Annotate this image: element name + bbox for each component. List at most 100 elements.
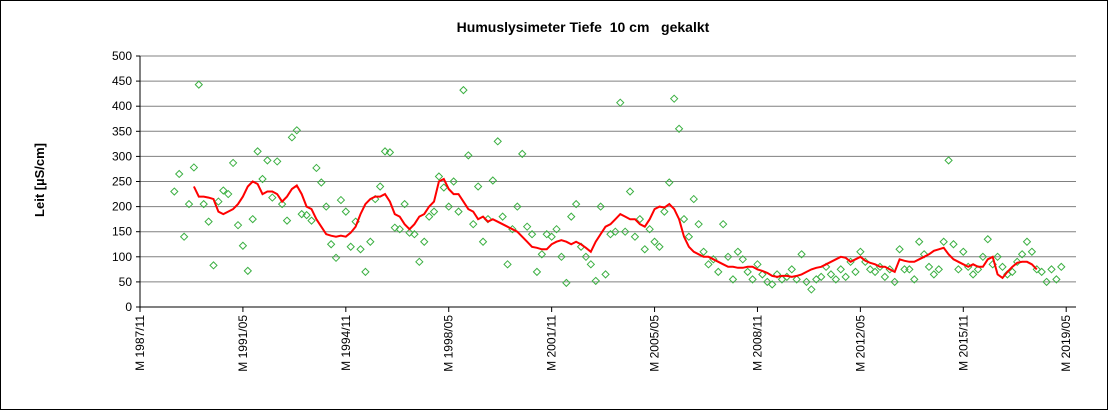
scatter-point <box>650 237 659 246</box>
scatter-point <box>792 275 801 284</box>
scatter-point <box>679 214 689 224</box>
scatter-point <box>224 189 233 199</box>
scatter-point <box>238 241 248 250</box>
scatter-point <box>228 158 238 168</box>
scatter-point <box>473 182 483 191</box>
scatter-point <box>562 278 571 288</box>
scatter-point <box>807 285 816 294</box>
scatter-point <box>959 247 968 256</box>
scatter-point <box>665 178 674 187</box>
scatter-point <box>718 219 728 229</box>
y-axis-label: Leit [µS/cm] <box>32 143 47 217</box>
scatter-point <box>1042 277 1051 287</box>
scatter-point <box>714 267 723 277</box>
scatter-point <box>233 220 243 230</box>
scatter-point <box>331 253 341 263</box>
scatter-point <box>488 176 498 185</box>
scatter-point <box>743 267 752 277</box>
scatter-point <box>503 260 512 269</box>
scatter-point <box>802 277 811 287</box>
y-tick-label: 0 <box>125 300 132 314</box>
scatter-point <box>356 245 365 254</box>
scatter-point <box>459 85 468 95</box>
scatter-point <box>1047 265 1056 274</box>
scatter-point <box>292 126 302 135</box>
scatter-point <box>268 193 277 202</box>
scatter-point <box>522 222 532 231</box>
y-tick-label: 350 <box>112 124 132 138</box>
scatter-point <box>763 277 772 287</box>
scatter-point <box>816 272 826 282</box>
scatter-point <box>939 237 948 246</box>
scatter-point <box>905 265 914 274</box>
x-tick-label: M 2019/05 <box>1059 315 1073 372</box>
scatter-point <box>674 124 684 133</box>
scatter-point <box>973 265 983 274</box>
scatter-point <box>174 169 184 179</box>
scatter-point <box>273 157 282 166</box>
scatter-point <box>689 194 698 204</box>
scatter-point <box>684 232 694 241</box>
x-tick-label: M 2012/05 <box>853 315 867 372</box>
scatter-point <box>611 227 620 236</box>
scatter-point <box>968 270 978 279</box>
x-tick-label: M 1987/11 <box>133 315 147 371</box>
scatter-point <box>400 199 409 209</box>
scatter-point <box>287 133 297 142</box>
scatter-point <box>861 257 870 267</box>
scatter-point <box>326 240 336 249</box>
scatter-point <box>640 245 649 254</box>
scatter-point <box>405 228 414 237</box>
scatter-point <box>944 156 953 165</box>
y-tick-label: 200 <box>112 200 132 214</box>
scatter-point <box>748 275 757 284</box>
scatter-point <box>787 265 796 274</box>
scatter-point <box>841 272 850 282</box>
scatter-point <box>415 257 424 267</box>
scatter-point <box>625 187 635 196</box>
scatter-point <box>591 276 600 286</box>
scatter-point <box>263 156 272 165</box>
scatter-point <box>219 186 228 195</box>
scatter-point <box>1037 267 1046 277</box>
scatter-point <box>596 202 605 211</box>
x-tick-label: M 2015/11 <box>956 315 970 371</box>
scatter-point <box>454 207 463 216</box>
scatter-point <box>243 266 253 276</box>
scatter-point <box>375 182 385 191</box>
scatter-point <box>513 202 522 211</box>
scatter-point <box>895 245 904 254</box>
scatter-point <box>361 267 370 277</box>
scatter-point <box>547 232 556 241</box>
scatter-point <box>469 219 478 229</box>
scatter-point <box>826 270 836 279</box>
scatter-point <box>302 210 311 220</box>
scatter-point <box>851 267 860 277</box>
scatter-point <box>601 270 610 279</box>
scatter-point <box>385 148 395 157</box>
scatter-point <box>439 183 449 192</box>
scatter-point <box>993 252 1002 262</box>
y-tick-label: 150 <box>112 225 132 239</box>
y-tick-label: 300 <box>112 149 132 163</box>
x-tick-label: M 1998/05 <box>442 315 456 372</box>
y-tick-label: 250 <box>112 175 132 189</box>
scatter-point <box>410 230 419 239</box>
scatter-point <box>1052 275 1061 284</box>
scatter-point <box>738 255 747 264</box>
scatter-point <box>277 199 287 209</box>
scatter-point <box>954 265 963 274</box>
scatter-point <box>978 252 988 262</box>
scatter-point <box>253 147 262 156</box>
scatter-point <box>258 174 267 184</box>
scatter-point <box>380 147 390 156</box>
scatter-point <box>914 237 924 246</box>
scatter-point <box>880 272 890 282</box>
scatter-point <box>1022 237 1032 246</box>
y-tick-label: 100 <box>112 250 132 264</box>
scatter-point <box>949 240 958 249</box>
scatter-point <box>312 163 321 173</box>
scatter-point <box>464 151 473 160</box>
